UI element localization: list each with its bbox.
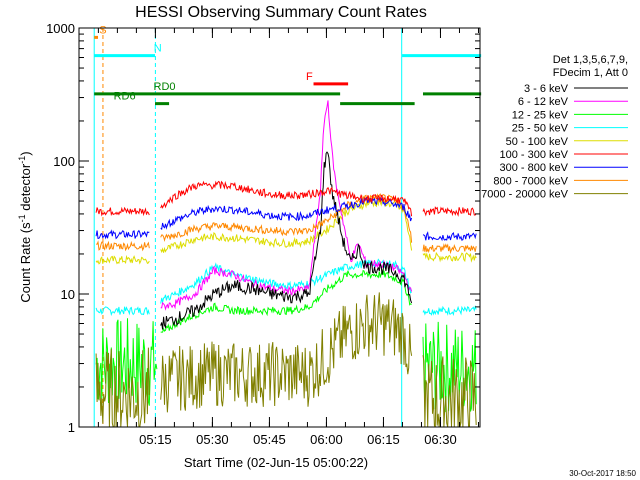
legend-label-12-25-kev: 12 - 25 keV — [512, 109, 569, 121]
series-line-300-800-kev — [160, 196, 413, 231]
y-axis-label-main: Count Rate (s — [18, 222, 33, 303]
x-tick-label-6: 06:30 — [424, 432, 457, 447]
y-tick-label-1: 1 — [68, 420, 75, 435]
bg-segment-300-800-kev-10 — [422, 231, 477, 242]
legend-label-800-7000-kev: 800 - 7000 keV — [493, 175, 568, 187]
y-axis-label-sup1: -1 — [17, 214, 27, 222]
x-axis-label: Start Time (02-Jun-15 05:00:22) — [184, 455, 368, 470]
series-group — [93, 28, 477, 427]
bg-segment-7000-20000-kev-14 — [422, 355, 477, 427]
bg-segment-50-100-kev-5 — [95, 254, 150, 265]
flag-label-n: N — [154, 43, 162, 55]
y-axis-label-sup2: -1 — [17, 156, 27, 164]
y-tick-label-2: 10 — [61, 287, 75, 302]
bg-segment-25-50-kev-3 — [422, 304, 477, 317]
legend-label-100-300-kev: 100 - 300 keV — [500, 149, 569, 161]
legend-label-6-12-kev: 6 - 12 keV — [518, 96, 569, 108]
legend-label-50-100-kev: 50 - 100 keV — [506, 136, 569, 148]
plot-frame — [78, 27, 481, 428]
y-axis: 1 10 100 1000 — [46, 21, 480, 435]
bg-segment-7000-20000-kev-13 — [95, 347, 150, 427]
x-tick-label-2: 05:30 — [196, 432, 229, 447]
flag-label-f: F — [306, 71, 313, 83]
legend-label-300-800-kev: 300 - 800 keV — [500, 162, 569, 174]
bg-segment-50-100-kev-6 — [422, 251, 477, 263]
series-line-25-50-kev — [160, 258, 412, 304]
y-tick-label-3: 100 — [53, 154, 75, 169]
legend-header-2: FDecim 1, Att 0 — [553, 67, 628, 79]
bg-segment-800-7000-kev-12 — [422, 243, 477, 255]
flag-label-s: S — [99, 24, 106, 36]
x-axis: 05:15 05:30 05:45 06:00 06:15 06:30 — [97, 28, 479, 447]
y-tick-label-4: 1000 — [46, 21, 75, 36]
legend-label-25-50-kev: 25 - 50 keV — [512, 123, 569, 135]
legend-label-7000-20000-kev: 7000 - 20000 keV — [481, 189, 569, 201]
series-line-100-300-kev — [160, 180, 413, 217]
y-axis-label-end: ) — [18, 151, 33, 155]
x-tick-label-4: 06:00 — [310, 432, 343, 447]
bg-segment-800-7000-kev-11 — [96, 240, 150, 252]
series-line-6-12-kev — [160, 100, 413, 311]
legend-label-3-6-kev: 3 - 6 keV — [524, 83, 569, 95]
plot-area: S N F RD0 RD6 — [93, 24, 482, 427]
flag-label-rd0: RD0 — [154, 81, 176, 93]
series-line-12-25-kev — [160, 268, 412, 333]
bg-segment-300-800-kev-9 — [95, 229, 150, 240]
legend: Det 1,3,5,6,7,9, FDecim 1, Att 0 3 - 6 k… — [481, 54, 628, 201]
bg-segment-25-50-kev-2 — [95, 306, 150, 317]
plot-timestamp: 30-Oct-2017 18:50 — [569, 469, 636, 478]
x-tick-label-1: 05:15 — [139, 432, 172, 447]
series-line-7000-20000-kev — [160, 292, 413, 413]
y-axis-label-mid: detector — [18, 163, 33, 214]
legend-header-1: Det 1,3,5,6,7,9, — [553, 54, 628, 66]
flag-label-rd6: RD6 — [114, 91, 136, 103]
bg-segment-100-300-kev-7 — [95, 206, 150, 217]
bg-segment-100-300-kev-8 — [422, 206, 477, 217]
chart-title: HESSI Observing Summary Count Rates — [135, 4, 427, 21]
series-line-50-100-kev — [160, 197, 413, 254]
series-line-3-6-kev — [160, 151, 413, 330]
y-axis-label: Count Rate (s-1 detector-1) — [17, 151, 33, 302]
x-tick-label-3: 05:45 — [253, 432, 286, 447]
x-tick-label-5: 06:15 — [367, 432, 400, 447]
